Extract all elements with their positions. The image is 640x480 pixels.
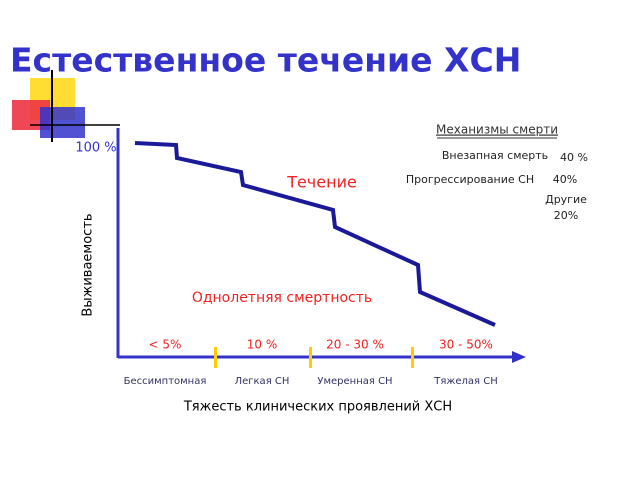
deco-square (40, 107, 85, 138)
stage-name: Умеренная СН (317, 376, 392, 387)
mechanism-name: Внезапная смерть (442, 149, 548, 162)
stage-name: Бессимптомная (124, 376, 207, 387)
mechanisms-title: Механизмы смерти (436, 123, 558, 137)
mortality-label: Однолетняя смертность (192, 290, 372, 306)
stage-mortality: 30 - 50% (439, 338, 493, 352)
curve-label: Течение (286, 173, 357, 192)
stage-mortality: 10 % (247, 338, 278, 352)
stage-mortality: < 5% (149, 338, 182, 352)
x-axis-label: Тяжесть клинических проявлений ХСН (183, 400, 452, 415)
axis-arrow (512, 351, 526, 363)
title: Естественное течение ХСН (10, 41, 521, 80)
stage-mortality: 20 - 30 % (326, 338, 384, 352)
mechanism-value: 20% (554, 209, 578, 222)
stage-name: Легкая СН (235, 376, 290, 387)
mechanism-value: 40 % (560, 151, 588, 164)
mechanisms-list: Внезапная смерть 40 % Прогрессирование СН 4… (406, 149, 588, 222)
mechanism-value: 40% (553, 173, 577, 186)
y-start-label: 100 % (75, 141, 116, 156)
stages: < 5% Бессимптомная 10 % Легкая СН 20 - 30 % У… (124, 338, 498, 388)
mechanism-name: Другие (545, 193, 587, 206)
stage-name: Тяжелая СН (433, 376, 498, 387)
survival-curve (134, 141, 496, 327)
mechanism-name: Прогрессирование СН (406, 173, 534, 186)
y-axis-label: Выживаемость (81, 213, 96, 316)
